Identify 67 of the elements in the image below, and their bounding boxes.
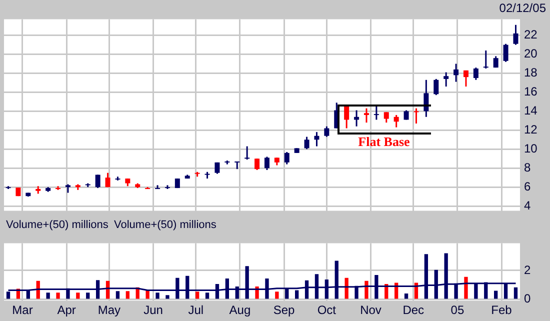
bar [404, 294, 408, 299]
candlestick [254, 158, 260, 171]
bar [195, 292, 200, 299]
y-tick-label: 8 [524, 160, 531, 174]
bar [46, 292, 50, 299]
bar [86, 292, 90, 299]
bar [364, 280, 368, 299]
annotation: Flat Base [358, 134, 410, 150]
text: Volume+(50) millions [6, 219, 108, 231]
x-tick-label: Apr [57, 303, 76, 318]
y-tick-label: 6 [524, 179, 531, 194]
x-tick-label: Feb [491, 303, 512, 318]
candlestick [414, 108, 419, 124]
bar [56, 292, 60, 299]
bar [166, 295, 170, 299]
x-tick-label: 05 [450, 303, 464, 318]
candlestick [344, 104, 350, 130]
candlestick [434, 78, 439, 96]
bar [275, 292, 279, 299]
candlestick [374, 106, 379, 120]
candlestick [314, 131, 320, 148]
candlestick [444, 72, 449, 88]
x-tick-label: Sep [273, 303, 296, 318]
candlestick [244, 146, 250, 160]
candlestick [483, 50, 488, 70]
bar [514, 287, 518, 299]
bar [116, 291, 120, 299]
bar [76, 292, 80, 299]
candlestick [105, 172, 110, 188]
x-tick-label: Jul [188, 303, 204, 318]
candlestick [463, 70, 468, 88]
bar [494, 290, 498, 299]
candlestick [324, 126, 330, 138]
candlestick [95, 174, 100, 189]
y-tick-label: 10 [524, 141, 538, 156]
text: 02/12/05 [499, 1, 546, 15]
y-tick-label: 12 [524, 122, 538, 136]
bar [464, 276, 468, 299]
x-tick-label: Aug [229, 303, 251, 318]
x-tick-label: May [98, 303, 121, 318]
candlestick [454, 63, 459, 83]
x-tick-label: Dec [402, 303, 424, 318]
candlestick [364, 108, 369, 124]
candlestick [384, 111, 389, 124]
candlestick [264, 156, 270, 171]
text: Volume+(50) millions [114, 219, 216, 231]
x-tick-label: Jun [144, 303, 163, 318]
x-tick-label: Oct [317, 303, 337, 318]
y-tick-label: 0 [524, 291, 531, 306]
y-tick-label: 2 [524, 262, 531, 277]
y-tick-label: 16 [524, 84, 538, 99]
bar [126, 291, 130, 299]
candlestick [304, 136, 310, 150]
candlestick [503, 43, 508, 63]
y-tick-label: 20 [524, 46, 538, 61]
y-tick-label: 18 [524, 66, 538, 80]
candlestick [284, 151, 290, 166]
x-tick-label: Mar [12, 303, 33, 318]
bar [146, 290, 150, 299]
candlestick [513, 24, 518, 46]
candlestick [473, 66, 478, 81]
bar [344, 278, 348, 299]
x-tick-label: Nov [360, 303, 382, 318]
y-tick-label: 4 [524, 198, 531, 212]
y-tick-label: 22 [524, 28, 538, 42]
candlestick [394, 114, 399, 128]
y-tick-label: 14 [524, 104, 538, 118]
